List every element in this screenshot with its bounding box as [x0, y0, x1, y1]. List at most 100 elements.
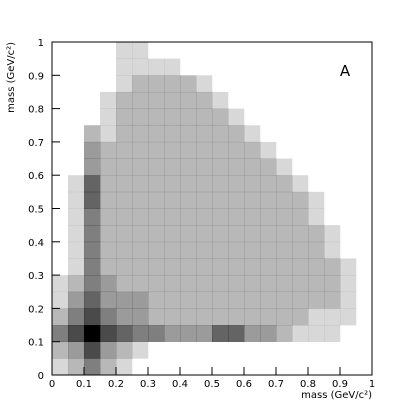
cell [52, 42, 68, 59]
cell [340, 209, 356, 226]
cell [340, 225, 356, 242]
cell [100, 358, 117, 376]
cell [164, 258, 181, 276]
cell [292, 42, 308, 59]
cell [356, 159, 372, 176]
cell [276, 275, 293, 293]
cell [196, 59, 212, 76]
cell [292, 208, 309, 226]
cell [228, 275, 245, 293]
cell [84, 175, 101, 193]
cell [244, 358, 260, 375]
cell [292, 59, 308, 76]
cell [308, 258, 325, 276]
cell [196, 42, 212, 59]
cell [84, 308, 101, 326]
cell [164, 91, 181, 109]
cell [308, 325, 325, 342]
cell [68, 125, 84, 142]
cell [164, 342, 180, 359]
cell [68, 308, 85, 326]
cell [196, 275, 213, 293]
cell [324, 125, 340, 142]
cell [100, 241, 117, 259]
cell [196, 325, 213, 342]
cell [132, 258, 149, 276]
cell [180, 91, 197, 109]
cell [228, 141, 245, 159]
cell [180, 241, 197, 259]
cell [308, 59, 324, 76]
cell [340, 342, 356, 359]
cell [260, 175, 277, 193]
cell [116, 141, 133, 159]
cell [228, 42, 244, 59]
cell [196, 258, 213, 276]
cell [180, 225, 197, 243]
cell [212, 108, 229, 126]
cell [116, 308, 133, 326]
cell [356, 59, 372, 76]
cell [228, 291, 245, 309]
cell [116, 91, 133, 109]
cell [324, 258, 341, 276]
cell [276, 291, 293, 309]
cell [148, 325, 165, 342]
cell [244, 158, 261, 176]
cell [52, 275, 69, 293]
cell [260, 342, 276, 359]
cell [292, 142, 308, 159]
cell [180, 158, 197, 176]
cell [196, 141, 213, 159]
cell [356, 192, 372, 209]
cell [212, 308, 229, 326]
cell [196, 308, 213, 326]
cell [52, 308, 69, 326]
cell [100, 141, 117, 159]
cell [68, 92, 84, 109]
cell [292, 191, 309, 209]
cell [292, 175, 309, 193]
cell [132, 291, 149, 309]
cell [84, 325, 101, 342]
cell [164, 58, 181, 76]
cell [340, 358, 356, 375]
cell [196, 91, 213, 109]
cell [324, 75, 340, 92]
cell [52, 358, 69, 376]
cell [196, 241, 213, 259]
cell [148, 358, 164, 375]
cell [228, 175, 245, 193]
cell [180, 42, 196, 59]
cell [276, 109, 292, 126]
cell [68, 75, 84, 92]
cell [324, 342, 340, 359]
x-tick-label: 0.2 [108, 379, 124, 390]
cell [228, 75, 244, 92]
cell [212, 358, 228, 375]
cell [292, 109, 308, 126]
cell [164, 308, 181, 326]
cell [340, 291, 357, 309]
cell [340, 242, 356, 259]
cell [196, 208, 213, 226]
cell [324, 325, 341, 342]
y-tick-label: 0 [38, 371, 44, 382]
cell [228, 92, 244, 109]
cell [308, 225, 325, 243]
cell [260, 158, 277, 176]
cell [68, 208, 85, 226]
cell [196, 125, 213, 143]
cell [68, 42, 84, 59]
cell [116, 258, 133, 276]
cell [228, 59, 244, 76]
cell [340, 42, 356, 59]
y-tick-label: 1 [38, 38, 44, 49]
cell [356, 342, 372, 359]
cell [340, 258, 357, 276]
cell [84, 258, 101, 276]
cell [356, 125, 372, 142]
cell [100, 125, 117, 143]
cell [324, 275, 341, 293]
